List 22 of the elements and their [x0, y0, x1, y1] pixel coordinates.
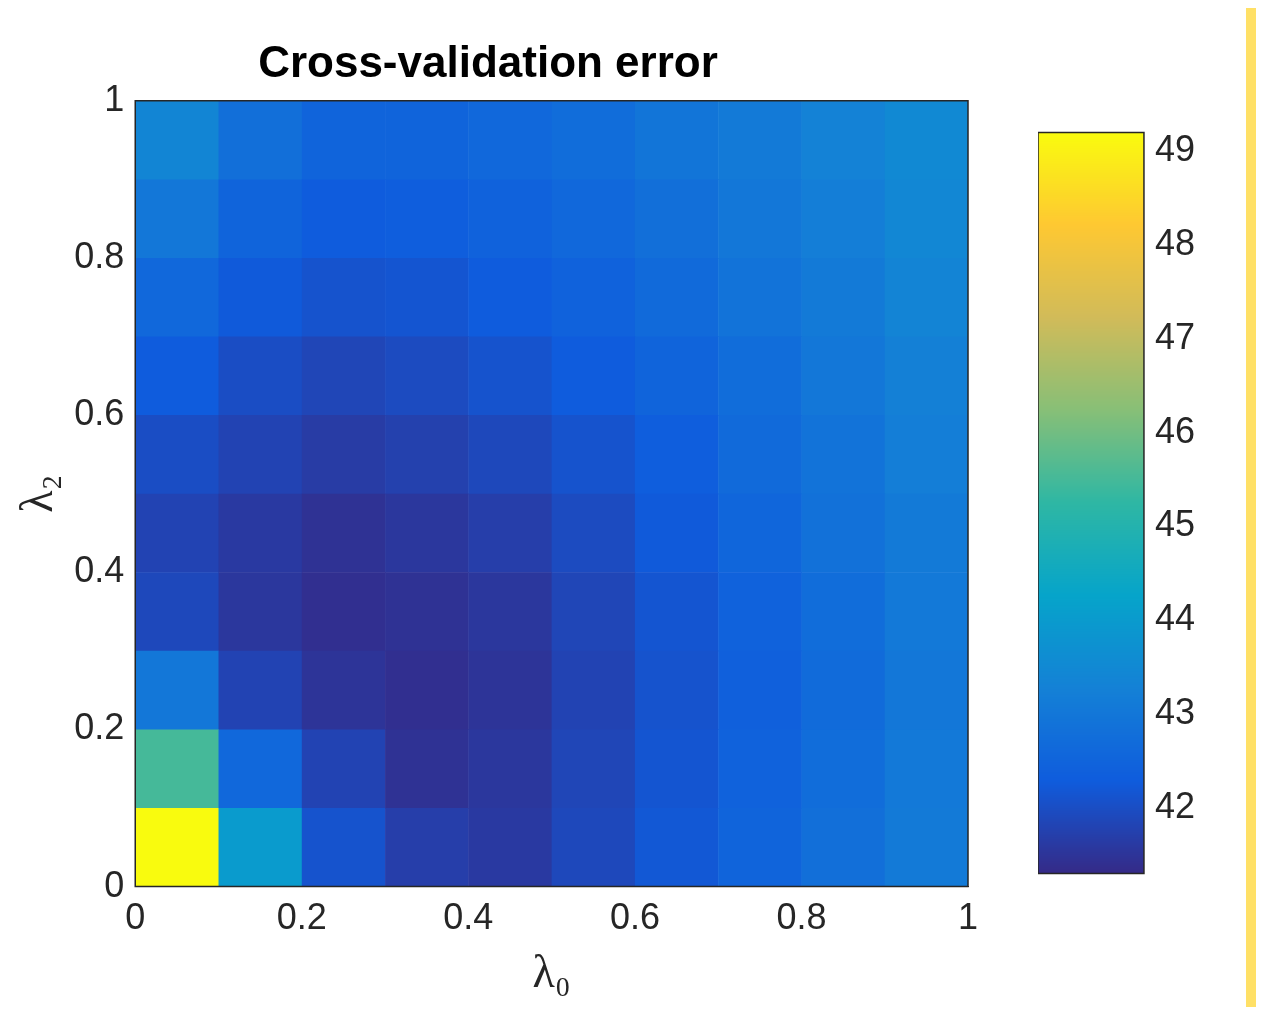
x-tick-label: 1	[957, 896, 979, 938]
x-axis-title: λ₀	[532, 946, 571, 998]
y-tick-label: 0.8	[74, 234, 125, 276]
chart-title: Cross-validation error	[258, 36, 718, 86]
color-bar-label: 43	[1154, 690, 1195, 732]
color-bar-label: 44	[1154, 597, 1195, 639]
x-tick-label: 0.2	[276, 896, 327, 938]
y-tick-label: 0.4	[74, 549, 125, 591]
x-tick-label: 0.8	[776, 896, 827, 938]
y-tick-label: 1	[104, 77, 125, 119]
color-bar-label: 47	[1154, 315, 1195, 357]
y-tick-label: 0	[104, 863, 125, 905]
y-tick-label: 0.2	[74, 706, 125, 748]
color-bar-label: 48	[1154, 222, 1195, 264]
color-bar-label: 42	[1154, 784, 1195, 826]
x-tick-label: 0.6	[609, 896, 660, 938]
x-tick-label: 0.4	[443, 896, 494, 938]
color-bar-label: 46	[1154, 409, 1195, 451]
y-tick-label: 0.6	[74, 392, 125, 434]
y-axis-title: λ₂	[10, 474, 62, 513]
color-bar-label: 49	[1154, 128, 1195, 170]
color-bar-label: 45	[1154, 503, 1195, 545]
